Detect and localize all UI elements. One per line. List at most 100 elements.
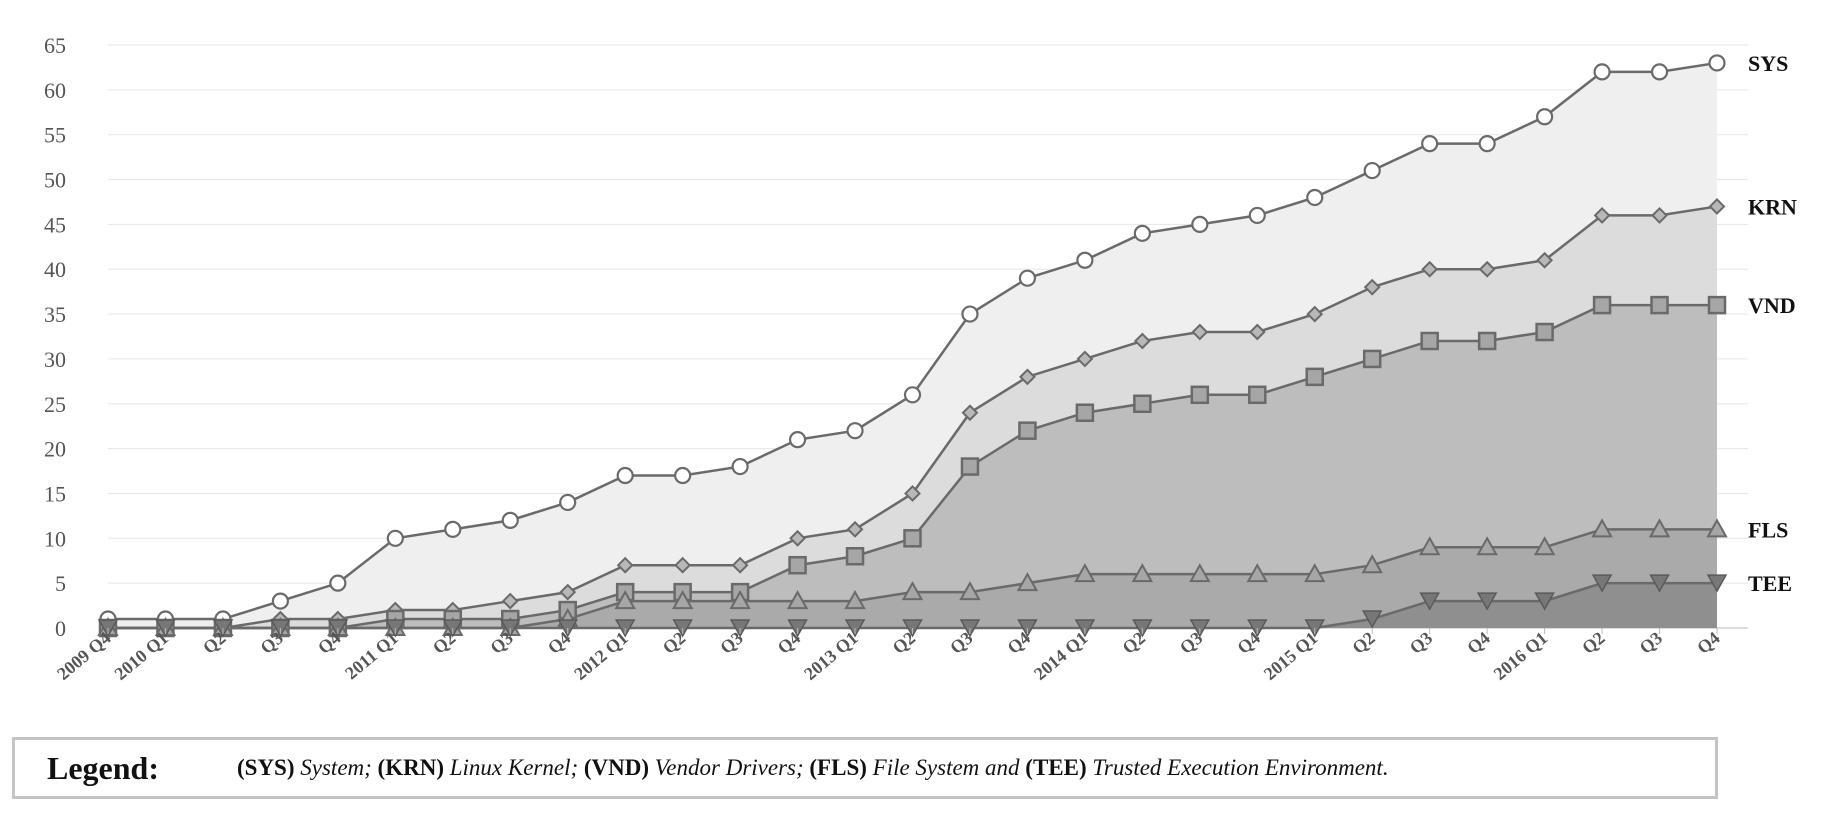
x-tick-label: Q4 (1463, 628, 1493, 658)
y-tick-label: 65 (44, 33, 66, 58)
marker-vnd (1133, 394, 1152, 414)
marker-krn (616, 556, 634, 574)
series-markers (97, 54, 1728, 638)
y-tick-label: 35 (44, 302, 66, 327)
area-fls (108, 529, 1717, 628)
marker-sys (1306, 188, 1324, 207)
marker-tee (1649, 574, 1670, 593)
marker-fls (901, 581, 924, 601)
marker-tee (1476, 592, 1498, 611)
marker-fls (1706, 518, 1728, 538)
marker-sys (788, 431, 807, 449)
marker-tee (1361, 610, 1383, 629)
marker-vnd (1650, 295, 1669, 315)
marker-vnd (1248, 385, 1267, 405)
y-tick-label: 55 (44, 123, 66, 148)
marker-vnd (903, 529, 922, 548)
marker-sys (1650, 63, 1669, 81)
marker-krn (1708, 198, 1726, 215)
legend-desc: System; (300, 755, 372, 780)
marker-krn (1421, 260, 1439, 278)
legend-items: (SYS) System; (KRN) Linux Kernel; (VND) … (237, 755, 1389, 781)
marker-sys (903, 386, 922, 404)
x-tick-label: 2012 Q1 (570, 628, 632, 684)
y-tick-label: 20 (44, 437, 66, 462)
marker-fls (1361, 554, 1383, 574)
marker-vnd (1420, 331, 1439, 351)
series-label-tee: TEE (1748, 571, 1792, 596)
marker-fls (1016, 572, 1039, 592)
marker-vnd (1362, 349, 1382, 369)
marker-vnd (1707, 295, 1727, 315)
x-tick-label: 2016 Q1 (1490, 628, 1552, 684)
marker-sys (1191, 215, 1209, 233)
marker-krn (1593, 207, 1611, 224)
marker-fls (1533, 536, 1556, 556)
marker-fls (614, 590, 636, 610)
marker-vnd (1018, 421, 1037, 440)
series-label-vnd: VND (1748, 293, 1796, 318)
marker-sys (1363, 161, 1381, 180)
marker-krn (846, 520, 864, 538)
marker-sys (1593, 63, 1611, 81)
marker-krn (1363, 278, 1381, 296)
y-tick-label: 0 (55, 616, 66, 641)
legend-abbr: (TEE) (1025, 755, 1087, 780)
marker-sys (501, 511, 519, 529)
marker-vnd (788, 555, 807, 575)
x-tick-label: 2014 Q1 (1030, 628, 1092, 684)
marker-sys (1478, 135, 1496, 153)
legend-abbr: (KRN) (377, 755, 444, 780)
marker-krn (961, 404, 979, 422)
marker-sys (1708, 54, 1726, 72)
marker-vnd (1305, 367, 1324, 387)
marker-sys (846, 422, 864, 440)
x-tick-label: Q4 (1693, 628, 1723, 658)
y-tick-label: 60 (44, 78, 66, 103)
x-tick-label: 2015 Q1 (1260, 628, 1322, 684)
marker-sys (1536, 108, 1554, 126)
series-labels: SYS KRN VND FLS TEE (1748, 51, 1797, 596)
x-tick-label: Q2 (1578, 628, 1608, 658)
marker-sys (559, 493, 577, 512)
marker-sys (1018, 269, 1037, 287)
y-tick-label: 25 (44, 392, 66, 417)
y-tick-label: 40 (44, 257, 66, 282)
marker-krn (559, 583, 577, 601)
marker-sys (1421, 135, 1439, 153)
marker-fls (1591, 518, 1613, 538)
x-tick-label: Q2 (1348, 628, 1378, 658)
y-tick-label: 15 (44, 481, 66, 506)
series-label-sys: SYS (1748, 51, 1788, 76)
marker-vnd (845, 546, 865, 566)
legend-desc: Linux Kernel; (449, 755, 579, 780)
marker-fls (1304, 563, 1326, 583)
marker-fls (1074, 563, 1096, 583)
marker-vnd (1190, 385, 1210, 405)
marker-tee (1534, 592, 1555, 611)
y-tick-label: 45 (44, 212, 66, 237)
marker-sys (329, 574, 347, 592)
marker-sys (961, 305, 979, 323)
marker-krn (674, 556, 692, 574)
series-label-krn: KRN (1748, 194, 1797, 219)
x-tick-label: 2013 Q1 (800, 628, 862, 684)
marker-sys (271, 592, 289, 610)
marker-fls (1246, 563, 1268, 583)
x-tick-label: 2011 Q1 (341, 628, 402, 684)
marker-fls (1648, 518, 1671, 538)
y-tick-label: 50 (44, 168, 66, 193)
legend-desc: File System and (872, 755, 1020, 780)
legend-desc: Vendor Drivers; (654, 755, 804, 780)
marker-sys (616, 466, 634, 485)
marker-krn (1536, 251, 1554, 269)
marker-sys (731, 457, 749, 476)
marker-krn (731, 556, 749, 574)
marker-fls (959, 581, 981, 601)
marker-krn (1076, 350, 1094, 368)
x-tick-label: Q3 (1406, 628, 1436, 658)
marker-krn (1191, 323, 1209, 341)
marker-sys (1076, 251, 1094, 269)
legend-title: Legend: (47, 749, 159, 786)
